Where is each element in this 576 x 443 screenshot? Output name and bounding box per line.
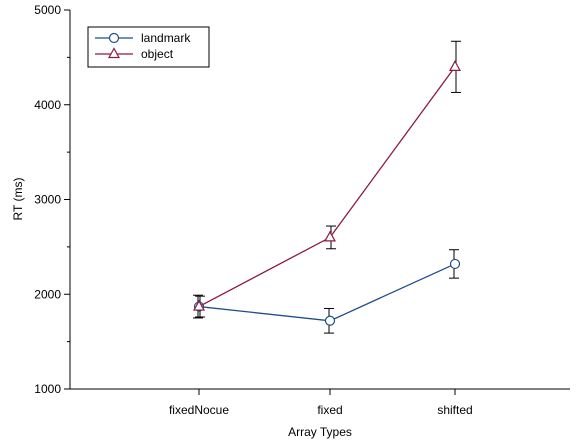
legend-marker [108, 32, 120, 44]
legend-label: object [141, 47, 174, 61]
y-ticks: 1000 2000 3000 4000 5000 [34, 3, 70, 396]
y-axis-label: RT (ms) [11, 178, 25, 221]
x-ticks: fixedNocue fixed shifted [169, 389, 473, 417]
series-object [192, 40, 462, 318]
legend-marker [107, 47, 121, 59]
y-tick-label: 3000 [34, 193, 61, 207]
legend-label: landmark [141, 31, 191, 45]
y-tick-label: 4000 [34, 98, 61, 112]
series-landmark [193, 249, 461, 334]
data-point [192, 299, 206, 311]
x-tick-label: shifted [437, 403, 472, 417]
legend-item-landmark: landmark [95, 31, 191, 45]
data-point [324, 315, 336, 326]
y-tick-label: 5000 [34, 3, 61, 17]
y-tick-label: 2000 [34, 287, 61, 301]
x-tick-label: fixedNocue [169, 403, 229, 417]
y-tick-label: 1000 [34, 382, 61, 396]
series-layer [192, 40, 462, 334]
x-tick-label: fixed [317, 403, 342, 417]
data-point [448, 60, 462, 71]
legend-box [87, 26, 210, 68]
x-axis-label: Array Types [288, 425, 352, 439]
data-point [323, 230, 337, 242]
data-point [449, 258, 461, 270]
series-line [198, 66, 456, 308]
series-line [198, 263, 456, 322]
legend: landmark object [87, 26, 210, 68]
y-minor-ticks [67, 56, 70, 343]
legend-item-object: object [95, 47, 174, 61]
